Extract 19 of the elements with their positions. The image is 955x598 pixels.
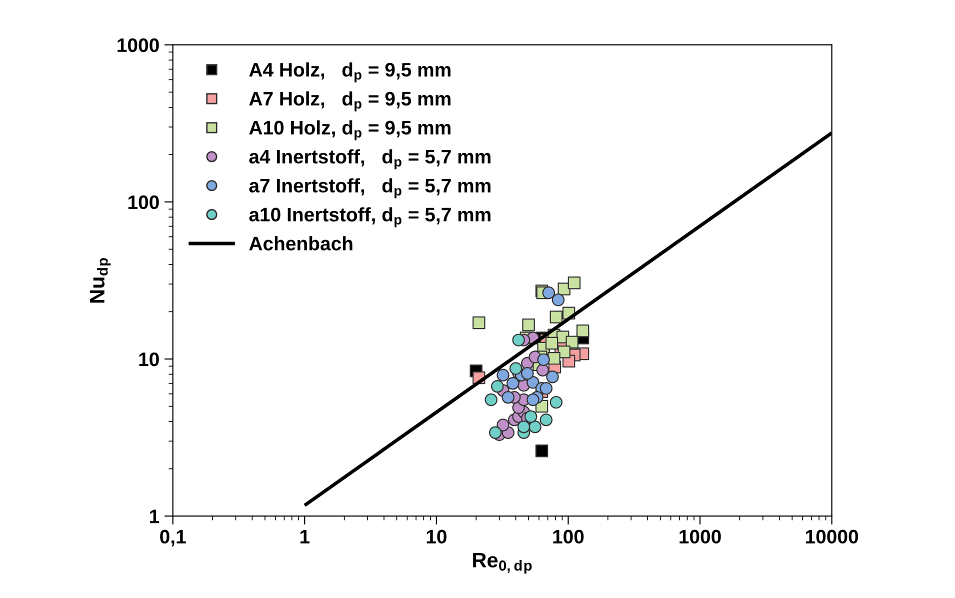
legend-label: a7 Inertstoff, d$_{p}$ = 5,7 mm	[249, 178, 490, 198]
legend-label: A7 Holz, d$_{p}$ = 9,5 mm	[249, 91, 450, 112]
x-axis-title: Re$_{0,dp}$	[473, 552, 532, 574]
x-tick-label: 1000	[680, 530, 721, 544]
x-tick-label: 1	[300, 530, 310, 544]
legend-label: a4 Inertstoff, d$_{p}$ = 5,7 mm	[249, 149, 490, 170]
y-tick-label: 10	[139, 352, 159, 366]
y-axis-title: Nu$_{dp}$	[90, 258, 111, 303]
x-tick-label: 100	[553, 530, 584, 544]
legend-label: a10 Inertstoff, d$_{p}$ = 5,7 mm	[249, 207, 490, 228]
legend-label: A10 Holz, d$_{p}$ = 9,5 mm	[249, 120, 450, 140]
y-tick-label: 100	[128, 195, 159, 210]
x-tick-label: 10	[426, 530, 446, 544]
x-tick-label: 0,1	[160, 530, 186, 546]
x-tick-label: 10000	[806, 530, 858, 544]
y-tick-label: 1	[150, 510, 160, 524]
legend-label: Achenbach	[249, 236, 352, 250]
legend-label: A4 Holz, d$_{p}$ = 9,5 mm	[249, 62, 450, 82]
y-tick-label: 1000	[118, 38, 159, 52]
